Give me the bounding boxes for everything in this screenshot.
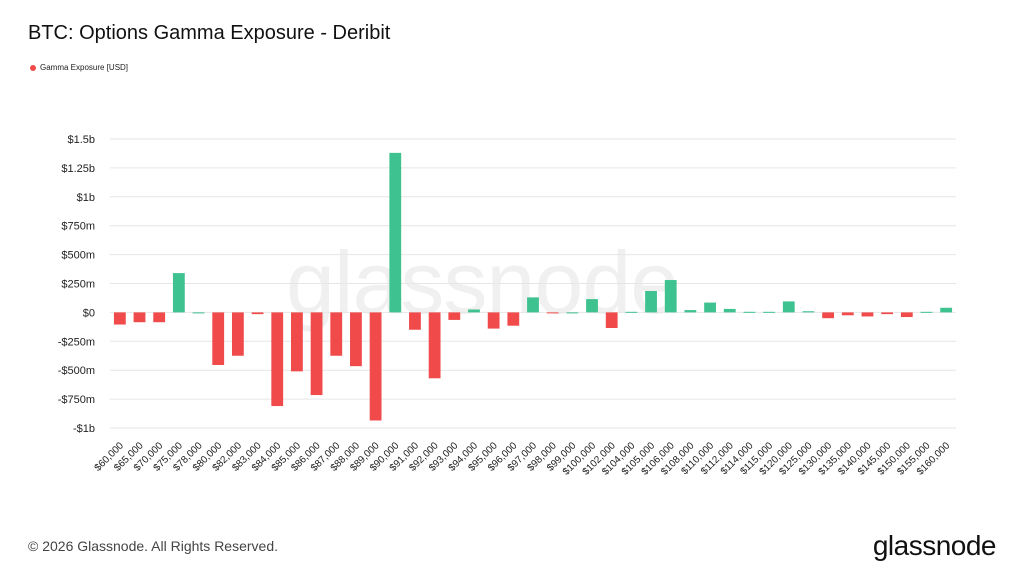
bars [113,152,953,421]
bar[interactable] [763,311,775,313]
glassnode-logo[interactable]: glassnode [872,530,997,561]
bar[interactable] [212,312,225,365]
bar[interactable] [507,312,520,326]
bar[interactable] [291,312,303,372]
bar[interactable] [192,312,205,314]
y-tick-label: $750m [61,221,95,233]
bar[interactable] [409,312,421,330]
bar[interactable] [861,312,874,317]
bar[interactable] [841,312,854,316]
bar[interactable] [625,311,638,313]
bar[interactable] [172,273,185,313]
bar[interactable] [704,302,716,313]
y-tick-label: $250m [61,279,95,291]
bar[interactable] [310,312,323,396]
bar[interactable] [822,312,835,319]
y-tick-label: -$1b [73,423,95,435]
bar[interactable] [369,312,382,421]
bar[interactable] [664,280,677,313]
legend-label: Gamma Exposure [USD] [40,63,129,72]
bar[interactable] [448,312,461,320]
bar[interactable] [133,312,146,323]
bar[interactable] [546,312,559,314]
y-tick-label: $500m [61,250,95,262]
bar[interactable] [153,312,166,323]
bar[interactable] [586,299,598,313]
bar[interactable] [566,312,579,314]
bar[interactable] [231,312,244,356]
bar[interactable] [684,310,697,313]
y-tick-label: $1.5b [67,134,95,146]
bar[interactable] [251,312,264,315]
bar[interactable] [113,312,126,325]
bar[interactable] [468,309,480,313]
y-tick-label: -$500m [58,365,95,377]
y-tick-label: $0 [83,307,95,319]
y-tick-label: $1.25b [61,163,95,175]
bar[interactable] [802,311,815,313]
footer-copyright: © 2026 Glassnode. All Rights Reserved. [28,538,279,554]
bar[interactable] [428,312,441,379]
bar[interactable] [723,308,736,313]
bar[interactable] [743,311,756,313]
y-tick-label: -$250m [58,336,95,348]
bar[interactable] [389,152,402,313]
chart-title: BTC: Options Gamma Exposure - Deribit [28,22,391,44]
y-tick-label: -$750m [58,394,95,406]
chart-plot: $1.5b $1.25b $1b $750m $500m $250m $0 -$250m -$5… [58,134,956,478]
bar[interactable] [350,312,362,367]
bar[interactable] [782,301,795,313]
bar[interactable] [881,312,894,315]
bar[interactable] [330,312,343,356]
bar[interactable] [900,312,913,318]
bar[interactable] [605,312,618,329]
y-axis-ticks: $1.5b $1.25b $1b $750m $500m $250m $0 -$250m -$5… [58,134,95,435]
y-tick-label: $1b [77,192,95,204]
bar[interactable] [527,297,539,313]
x-axis-ticks: $60,000$65,000$70,000$75,000$78,000$80,0… [93,440,953,478]
bar[interactable] [920,311,933,313]
bar[interactable] [271,312,284,407]
bar[interactable] [487,312,500,329]
legend-marker-icon [30,64,36,71]
bar[interactable] [940,307,953,313]
bar[interactable] [645,291,657,313]
legend[interactable]: Gamma Exposure [USD] [30,63,128,72]
gridlines [110,138,956,429]
